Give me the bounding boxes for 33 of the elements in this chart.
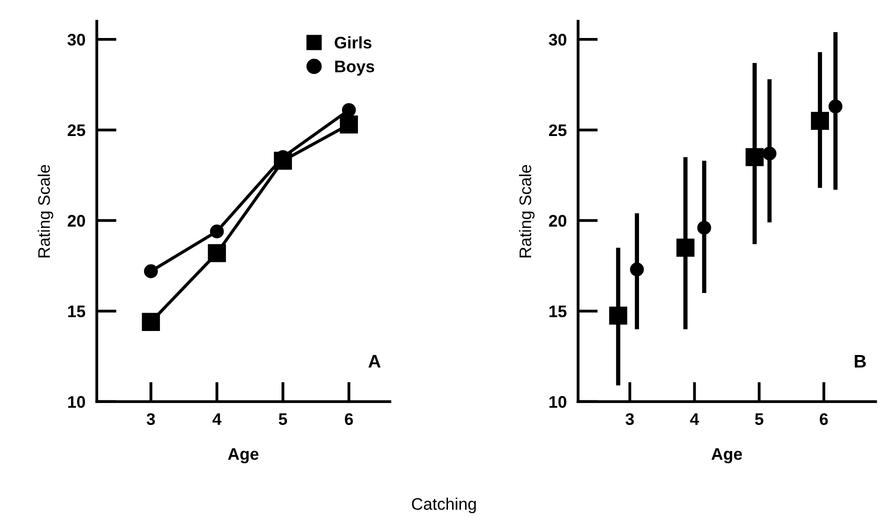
x-tick-label: 5 bbox=[755, 413, 764, 426]
y-tick-label: 30 bbox=[548, 34, 566, 46]
x-tick-label: 6 bbox=[820, 413, 828, 426]
y-tick-label: 25 bbox=[549, 124, 567, 136]
y-axis-title: Rating Scale bbox=[519, 164, 535, 258]
y-tick-label: 15 bbox=[68, 306, 86, 318]
point bbox=[142, 312, 160, 331]
point bbox=[340, 116, 358, 134]
x-axis-title: Age bbox=[712, 448, 742, 464]
text: Catching bbox=[412, 498, 476, 514]
y-tick-label: 10 bbox=[549, 396, 566, 408]
point bbox=[210, 224, 224, 238]
y-tick-label: 25 bbox=[68, 124, 86, 136]
y-tick-label: 20 bbox=[549, 214, 566, 227]
y-axis-title: Rating Scale bbox=[38, 164, 54, 258]
annotation: A bbox=[368, 355, 381, 368]
point bbox=[342, 103, 356, 117]
y-tick-label: 10 bbox=[68, 396, 85, 408]
x-tick-label: 3 bbox=[626, 413, 634, 426]
annotation: B bbox=[854, 355, 866, 368]
x-tick-label: 4 bbox=[690, 413, 700, 425]
y-tick-label: 15 bbox=[549, 306, 567, 318]
x-tick-label: 4 bbox=[212, 413, 222, 425]
x-tick-label: 6 bbox=[344, 413, 353, 426]
point bbox=[144, 264, 158, 278]
y-tick-label: 20 bbox=[68, 214, 85, 227]
point bbox=[208, 244, 226, 262]
x-tick-label: 5 bbox=[278, 413, 288, 426]
x-axis-title: Age bbox=[228, 448, 258, 464]
x-tick-label: 3 bbox=[146, 413, 155, 426]
y-tick-label: 30 bbox=[68, 34, 85, 46]
legend-label: Girls bbox=[334, 36, 372, 49]
legend-label: Boys bbox=[335, 60, 374, 76]
